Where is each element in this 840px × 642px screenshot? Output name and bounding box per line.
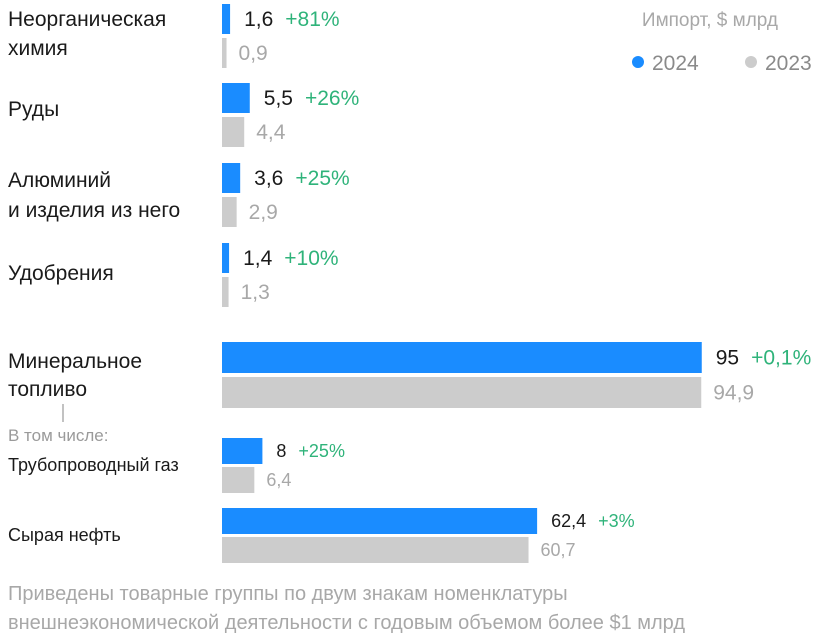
value-label-2024: 1,4 bbox=[243, 247, 273, 270]
legend: 2024 2023 bbox=[632, 52, 812, 75]
category-label: Неорганическая bbox=[8, 8, 166, 31]
bar-2023 bbox=[222, 197, 237, 227]
category-label: Удобрения bbox=[8, 262, 114, 285]
category-label: Трубопроводный газ bbox=[8, 455, 179, 475]
bar-2024 bbox=[222, 342, 702, 373]
change-label: +0,1% bbox=[751, 347, 811, 370]
category-label: Руды bbox=[8, 98, 59, 121]
bar-2024 bbox=[222, 508, 538, 534]
value-label-2024: 5,5 bbox=[264, 87, 293, 110]
legend-label-2023: 2023 bbox=[765, 52, 812, 75]
legend-marker-2023 bbox=[745, 56, 757, 68]
category-label: топливо bbox=[8, 378, 87, 401]
bar-2024 bbox=[222, 243, 230, 273]
bar-2023 bbox=[222, 38, 227, 68]
bars-group: 1,6 +81% 0,9 Неорганическая химия 5,5 +26% 4,4 Р… bbox=[8, 4, 811, 563]
footnote-line-1: Приведены товарные группы по двум знакам… bbox=[8, 583, 568, 605]
bar-2024 bbox=[222, 163, 241, 193]
legend-title: Импорт, $ млрд bbox=[642, 10, 778, 31]
value-label-2023: 94,9 bbox=[713, 382, 754, 405]
value-label-2023: 1,3 bbox=[241, 281, 270, 304]
change-label: +26% bbox=[305, 87, 359, 110]
category-label: и изделия из него bbox=[8, 199, 180, 222]
change-label: +25% bbox=[298, 441, 345, 461]
bar-2023 bbox=[222, 277, 229, 307]
value-label-2024: 95 bbox=[716, 347, 739, 370]
bar-2024 bbox=[222, 4, 231, 34]
value-label-2024: 8 bbox=[276, 441, 286, 461]
bar-2023 bbox=[222, 377, 702, 408]
category-label: Алюминий bbox=[8, 169, 111, 192]
value-label-2023: 6,4 bbox=[266, 470, 291, 490]
category-label: Минеральное bbox=[8, 350, 142, 373]
change-label: +81% bbox=[285, 8, 339, 31]
value-label-2024: 1,6 bbox=[244, 8, 273, 31]
value-label-2024: 62,4 bbox=[551, 511, 586, 531]
value-label-2023: 4,4 bbox=[256, 121, 286, 144]
category-label: химия bbox=[8, 37, 68, 60]
bar-2023 bbox=[222, 537, 529, 563]
legend-marker-2024 bbox=[632, 56, 644, 68]
subgroup-label: В том числе: bbox=[8, 426, 108, 445]
bar-2024 bbox=[222, 438, 263, 464]
bar-2023 bbox=[222, 117, 245, 147]
value-label-2023: 60,7 bbox=[541, 540, 576, 560]
category-label: Сырая нефть bbox=[8, 525, 121, 545]
change-label: +3% bbox=[598, 511, 635, 531]
value-label-2023: 0,9 bbox=[239, 42, 268, 65]
legend-label-2024: 2024 bbox=[652, 52, 699, 75]
change-label: +25% bbox=[295, 167, 349, 190]
value-label-2023: 2,9 bbox=[249, 201, 278, 224]
bar-2023 bbox=[222, 467, 255, 493]
footnote-line-2: внешнеэкономической деятельности с годов… bbox=[8, 612, 685, 634]
bar-2024 bbox=[222, 83, 250, 113]
value-label-2024: 3,6 bbox=[254, 167, 283, 190]
change-label: +10% bbox=[284, 247, 338, 270]
